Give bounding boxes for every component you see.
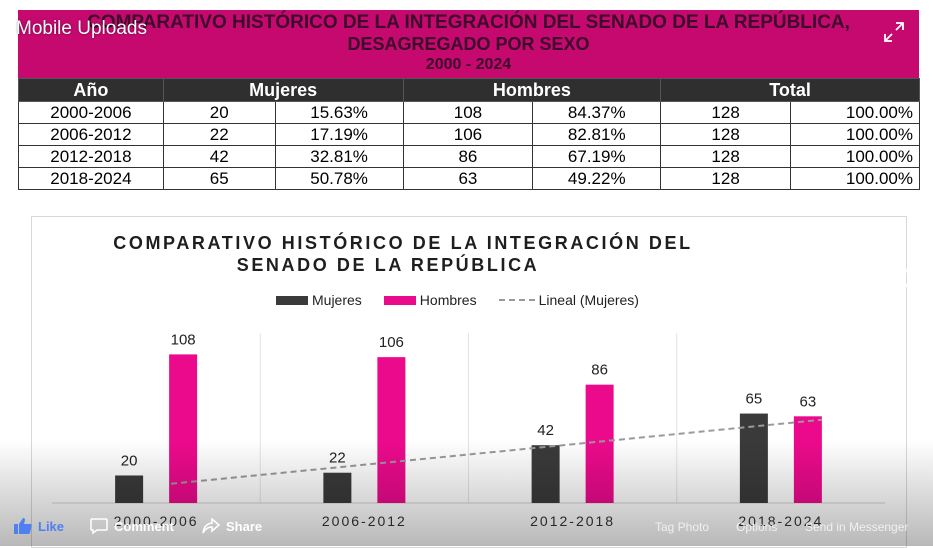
table-row: 2018-2024 65 50.78% 63 49.22% 128 100.00… bbox=[18, 167, 920, 190]
bar-mujeres bbox=[739, 413, 768, 503]
cell-women-pct: 50.78% bbox=[274, 167, 404, 190]
header-men: Hombres bbox=[402, 78, 662, 102]
send-in-messenger-button[interactable]: Send in Messenger bbox=[805, 520, 909, 534]
data-label-hombres: 106 bbox=[379, 334, 404, 351]
cell-total-count: 128 bbox=[660, 167, 792, 190]
like-button[interactable]: Like bbox=[14, 518, 64, 534]
cell-women-count: 20 bbox=[162, 101, 276, 124]
legend-item-men: Hombres bbox=[383, 292, 477, 308]
table-header-row: Año Mujeres Hombres Total bbox=[18, 78, 920, 102]
table-row: 2000-2006 20 15.63% 108 84.37% 128 100.0… bbox=[18, 101, 920, 124]
cell-total-count: 128 bbox=[660, 101, 792, 124]
comment-button[interactable]: Comment bbox=[90, 518, 174, 534]
chart-title-line2: SENADO DE LA REPÚBLICA bbox=[236, 255, 540, 275]
cell-year: 2018-2024 bbox=[18, 167, 164, 190]
like-label: Like bbox=[38, 518, 65, 534]
cell-women-pct: 15.63% bbox=[274, 101, 404, 124]
bar-hombres bbox=[169, 354, 198, 503]
chart-title: COMPARATIVO HISTÓRICO DE LA INTEGRACIÓN … bbox=[31, 232, 905, 276]
legend-label-men: Hombres bbox=[419, 292, 477, 308]
photo-action-bar: Like Comment Share Tag Photo Options Sen… bbox=[0, 514, 933, 542]
trendline-women bbox=[171, 418, 822, 485]
data-label-hombres: 63 bbox=[800, 393, 817, 410]
thumbs-up-icon bbox=[14, 518, 32, 534]
album-title-link[interactable]: Mobile Uploads bbox=[16, 18, 147, 39]
cell-total-pct: 100.00% bbox=[790, 167, 920, 190]
bar-hombres bbox=[793, 416, 822, 503]
expand-icon[interactable] bbox=[882, 20, 906, 44]
data-label-mujeres: 65 bbox=[746, 391, 763, 408]
share-icon bbox=[202, 518, 220, 534]
options-button[interactable]: Options bbox=[736, 520, 778, 534]
legend-item-women: Mujeres bbox=[276, 292, 362, 308]
chart-title-line1: COMPARATIVO HISTÓRICO DE LA INTEGRACIÓN … bbox=[113, 233, 693, 253]
header-year: Año bbox=[18, 78, 164, 102]
senate-table: Año Mujeres Hombres Total 2000-2006 20 1… bbox=[18, 78, 920, 190]
cell-total-pct: 100.00% bbox=[790, 101, 920, 124]
previous-photo-arrow-icon[interactable] bbox=[10, 258, 36, 298]
table-title-banner: COMPARATIVO HISTÓRICO DE LA INTEGRACIÓN … bbox=[18, 10, 919, 78]
next-photo-arrow-icon[interactable] bbox=[893, 258, 919, 298]
data-label-hombres: 108 bbox=[171, 331, 196, 348]
legend-item-trend: Lineal (Mujeres) bbox=[498, 292, 639, 308]
bar-hombres bbox=[377, 357, 406, 503]
share-button[interactable]: Share bbox=[202, 518, 262, 534]
data-label-hombres: 86 bbox=[591, 362, 608, 379]
x-tick-label: 2006-2012 bbox=[322, 513, 407, 529]
bar-mujeres bbox=[115, 475, 144, 503]
table-row: 2006-2012 22 17.19% 106 82.81% 128 100.0… bbox=[18, 123, 920, 146]
legend-label-women: Mujeres bbox=[312, 292, 362, 308]
data-label-mujeres: 22 bbox=[329, 450, 346, 467]
cell-year: 2012-2018 bbox=[18, 145, 164, 168]
x-tick-label: 2000-2006 bbox=[114, 513, 199, 529]
cell-men-pct: 84.37% bbox=[532, 101, 662, 124]
data-label-mujeres: 20 bbox=[121, 452, 138, 469]
cell-women-pct: 32.81% bbox=[274, 145, 404, 168]
comment-label: Comment bbox=[114, 518, 174, 534]
comment-icon bbox=[90, 518, 108, 534]
data-label-mujeres: 42 bbox=[537, 422, 554, 439]
legend-label-trend: Lineal (Mujeres) bbox=[538, 292, 639, 308]
x-tick-label: 2012-2018 bbox=[530, 513, 615, 529]
bar-mujeres bbox=[531, 445, 560, 503]
cell-women-pct: 17.19% bbox=[274, 123, 404, 146]
tag-photo-button[interactable]: Tag Photo bbox=[655, 520, 710, 534]
table-title-line3: 2000 - 2024 bbox=[425, 56, 512, 73]
share-label: Share bbox=[226, 518, 263, 534]
table-title-line1: COMPARATIVO HISTÓRICO DE LA INTEGRACIÓN … bbox=[87, 12, 850, 33]
bar-mujeres bbox=[323, 472, 352, 503]
cell-men-pct: 49.22% bbox=[532, 167, 662, 190]
legend-swatch-women bbox=[276, 295, 308, 305]
bar-hombres bbox=[585, 384, 614, 503]
legend-swatch-trend bbox=[498, 299, 535, 301]
table-title-line2: DESAGREGADO POR SEXO bbox=[347, 34, 590, 54]
x-tick-label: 2018-2024 bbox=[738, 513, 823, 529]
cell-men-count: 63 bbox=[402, 167, 534, 190]
chart-legend: Mujeres Hombres Lineal (Mujeres) bbox=[276, 292, 639, 308]
legend-swatch-men bbox=[383, 295, 416, 305]
